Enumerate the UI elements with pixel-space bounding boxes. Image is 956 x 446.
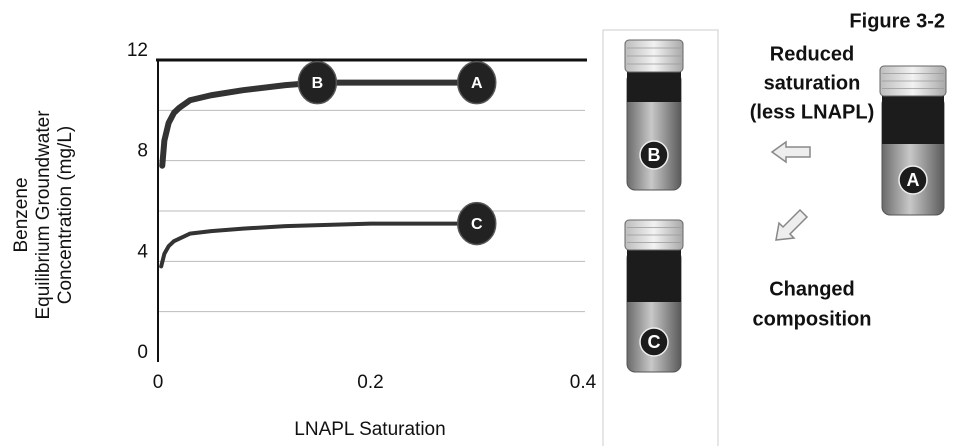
y-axis-label: Benzene [11,177,32,252]
point-marker [297,60,338,105]
vial-band [627,250,681,302]
y-tick-label: 4 [137,241,148,262]
x-axis-label: LNAPL Saturation [294,419,445,440]
line [159,221,479,269]
figure-label: Figure 3-2 [849,10,945,32]
changed-text: composition [753,308,872,330]
x-tick-label: 0 [153,372,164,393]
y-tick-label: 12 [127,40,148,61]
point-marker [457,60,497,105]
point-label: C [471,216,483,233]
changed-text: Changed [769,278,855,300]
vial-label: C [648,332,661,352]
y-axis-label: Concentration (mg/L) [55,126,76,304]
vial-panel [602,29,719,446]
arrow [770,140,811,164]
y-tick-label: 8 [137,141,148,162]
vial-label: B [648,145,661,165]
point-label: A [471,75,483,92]
point-marker [457,201,497,246]
reduced-text: (less LNAPL) [750,101,874,123]
x-tick-label: 0.2 [357,372,383,393]
arrow [775,208,809,241]
vial-badge [639,327,669,357]
diagram: Figure 3-2 Reduced saturation (less LNAP… [624,10,947,373]
point-label: B [312,75,324,92]
vial-badge [639,140,669,170]
y-axis-label: Equilibrium Groundwater [33,110,54,320]
vial-badge [898,165,928,195]
reduced-text: Reduced [770,43,854,65]
reduced-text: saturation [764,72,861,94]
vial-band [882,96,944,144]
vial-band [627,72,681,102]
vial-label: A [907,170,920,190]
y-tick-label: 0 [137,342,148,363]
x-tick-label: 0.4 [570,372,597,393]
